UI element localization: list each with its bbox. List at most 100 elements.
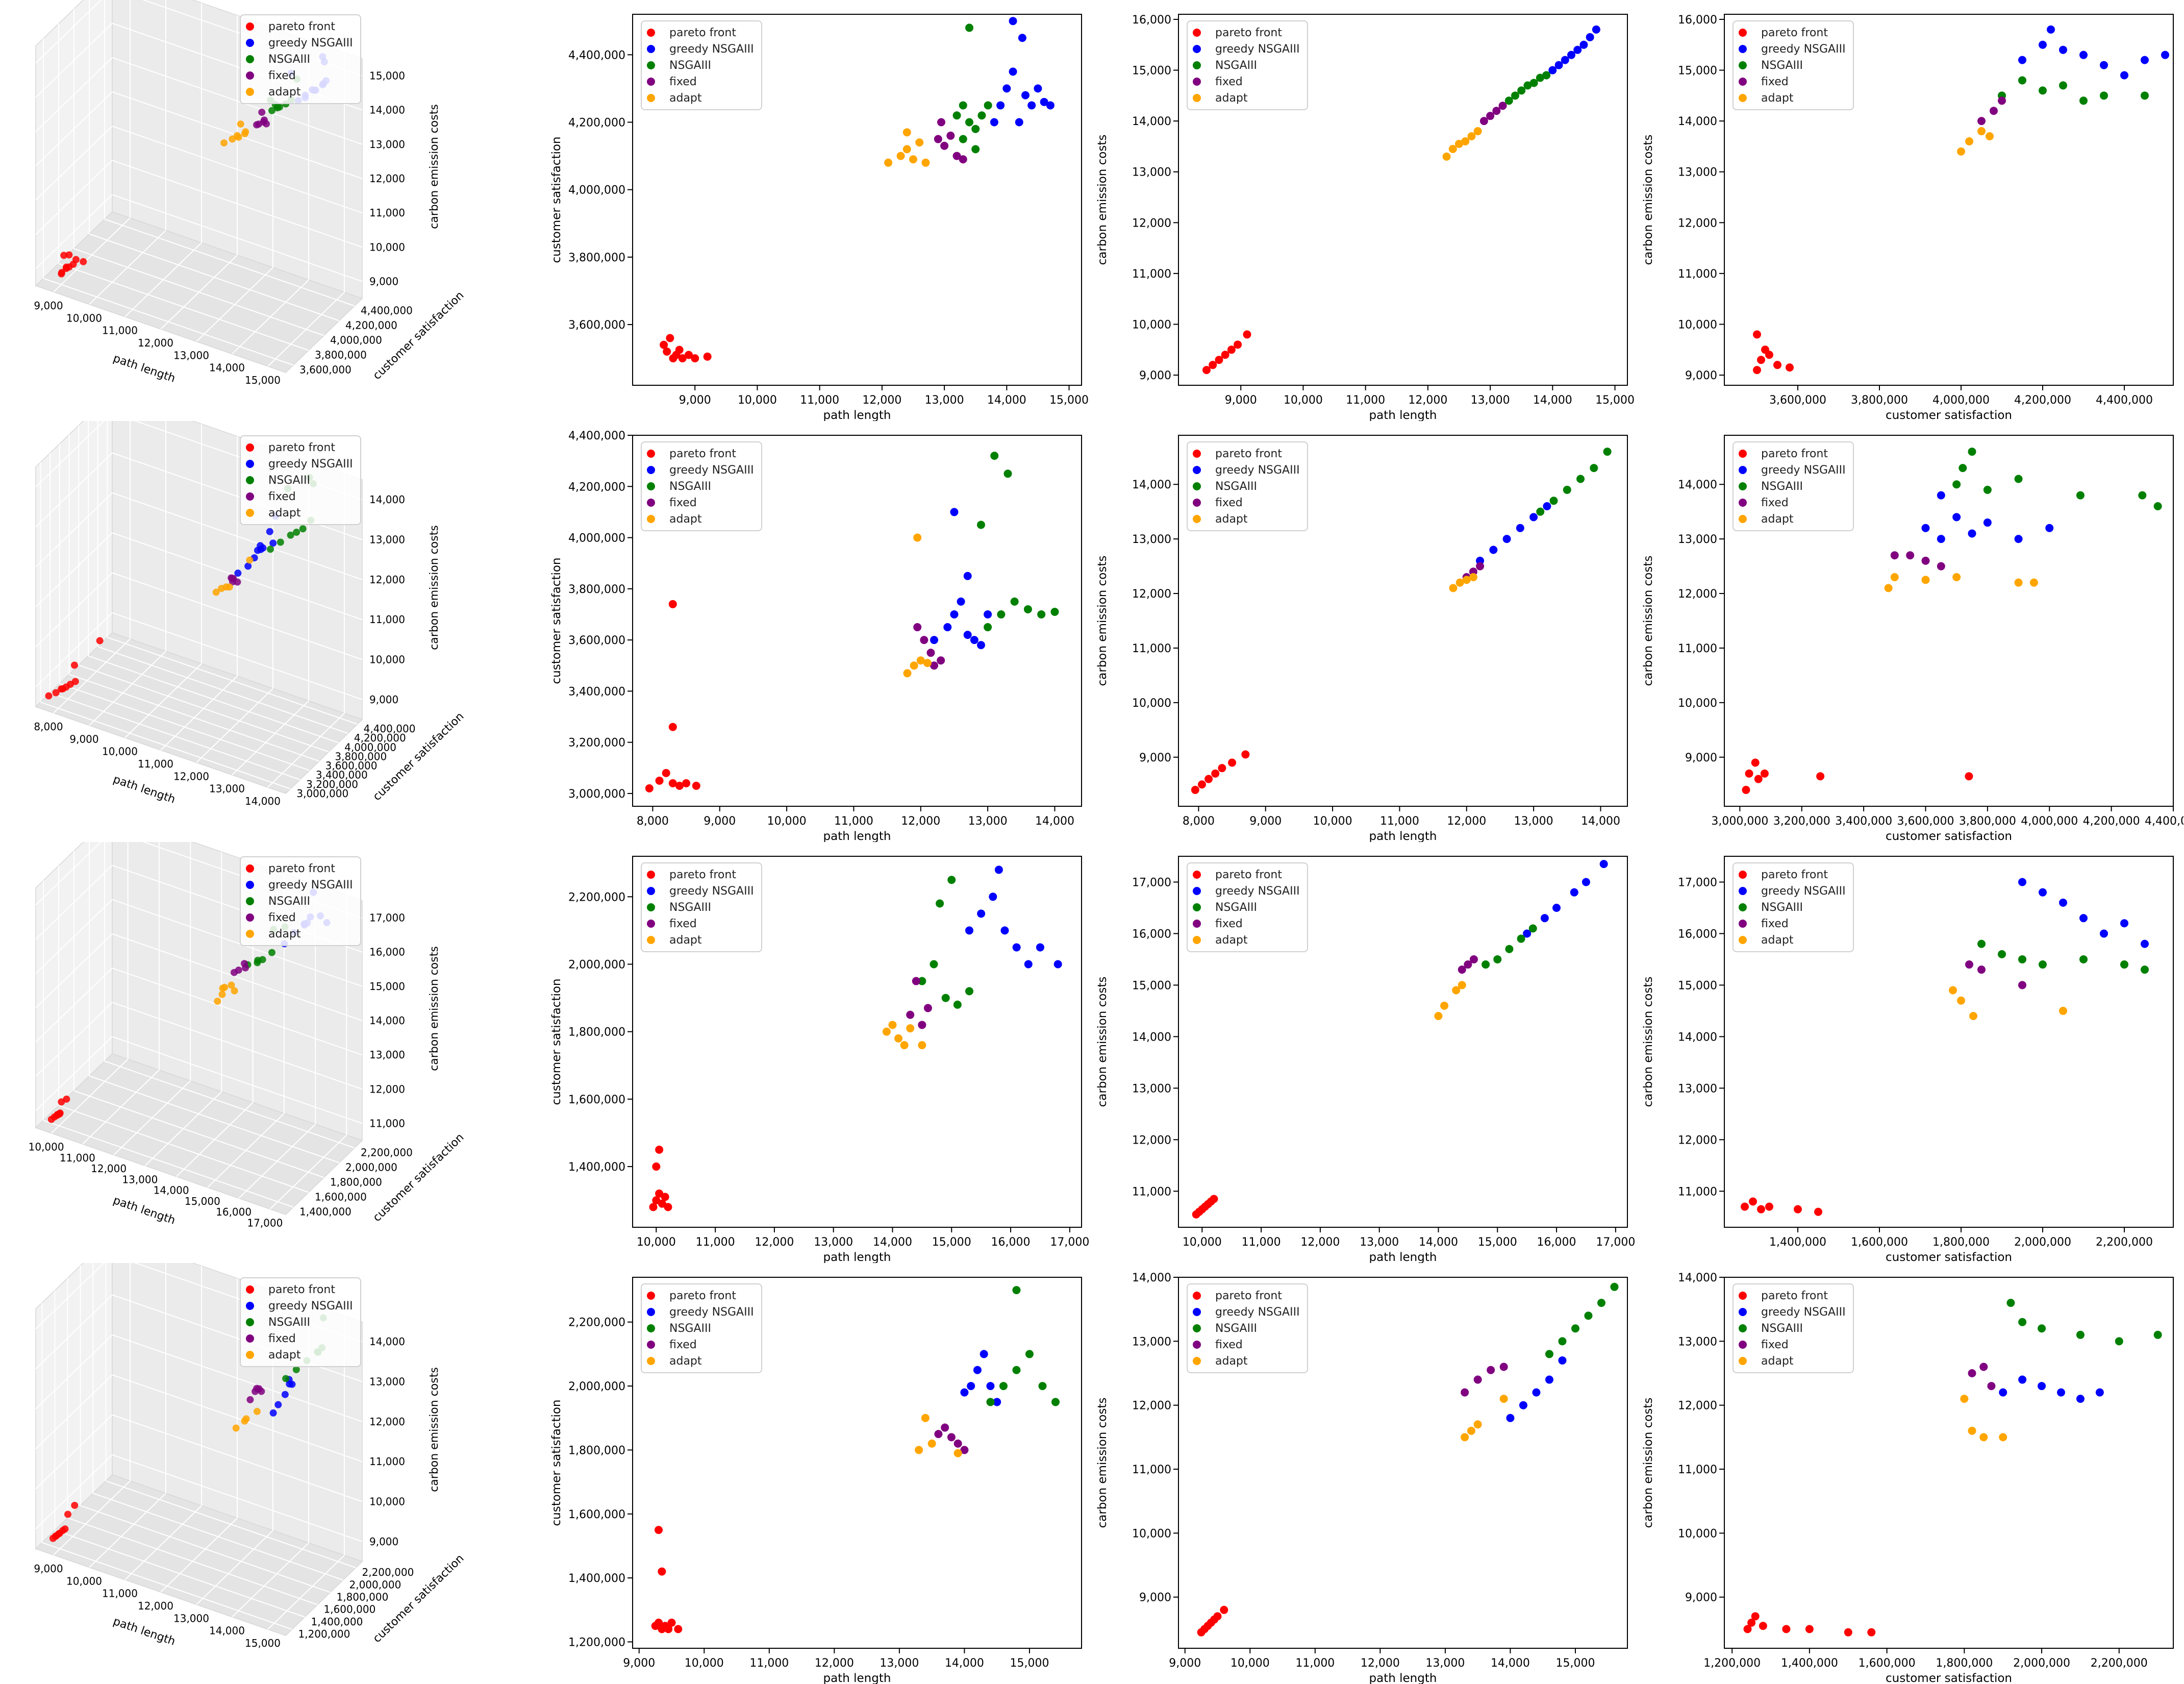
x-tick-label: 13,000	[122, 1173, 158, 1185]
scatter-plot-3d: 10,00011,00012,00013,00014,00015,00016,0…	[29, 842, 466, 1229]
legend-item: pareto front	[1193, 24, 1300, 41]
data-point	[920, 636, 928, 645]
data-point	[1464, 960, 1472, 969]
legend-item: greedy NSGAIII	[1739, 1304, 1846, 1320]
y-tick-label: 16,000	[1132, 14, 1171, 27]
data-point	[1586, 33, 1594, 41]
x-tick-label: 13,000	[173, 349, 209, 361]
y-tick-label: 4,200,000	[345, 319, 397, 332]
data-point	[254, 959, 261, 967]
data-point	[655, 1526, 663, 1534]
data-point	[293, 528, 300, 536]
data-point	[977, 111, 986, 120]
data-point	[703, 352, 712, 361]
data-point	[1968, 1426, 1976, 1435]
y-tick-label: 11,000	[1678, 642, 1717, 655]
data-point	[1906, 551, 1915, 560]
y-axis-label: customer satisfaction	[370, 289, 466, 382]
y-tick-label: 10,000	[1678, 1527, 1717, 1540]
x-tick-label: 3,600,000	[1897, 815, 1954, 828]
chart-panel-xy: 8,000 9,000 10,000 11,000 12,000 13,000 14,000…	[546, 421, 1092, 842]
grid-line	[35, 1294, 113, 1370]
legend-marker	[1193, 482, 1201, 490]
data-point	[45, 692, 53, 700]
chart-panel-3d: 9,000 10,000 11,000 12,000 13,000 14,000 15,00…	[0, 1263, 546, 1684]
data-point	[287, 531, 294, 539]
legend-label: greedy NSGAIII	[1761, 42, 1846, 56]
z-tick-label: 13,000	[369, 534, 405, 546]
data-point	[664, 1203, 672, 1211]
legend-marker	[647, 61, 655, 69]
data-point	[937, 656, 945, 665]
grid-line	[35, 1263, 105, 1329]
y-tick-label: 11,000	[1132, 1185, 1171, 1198]
legend-item: fixed	[246, 67, 353, 84]
x-tick-label: 11,000	[834, 815, 873, 828]
legend-marker	[1739, 466, 1747, 474]
x-tick-label: 1,400,000	[1769, 1236, 1826, 1249]
data-point	[80, 258, 87, 265]
grid-line	[267, 713, 345, 788]
z-tick-label: 11,000	[369, 1117, 405, 1129]
x-tick-label: 15,000	[185, 1195, 220, 1207]
data-point	[1753, 366, 1761, 375]
x-tick-label: 16,000	[991, 1236, 1031, 1249]
data-point	[984, 101, 992, 110]
y-tick-label: 2,000,000	[568, 958, 625, 971]
data-point	[63, 1095, 70, 1103]
x-tick-label: 9,000	[704, 815, 736, 828]
legend-marker	[1193, 920, 1201, 928]
legend-item: adapt	[1739, 1353, 1846, 1369]
data-point	[957, 597, 965, 606]
grid-line	[35, 532, 113, 607]
data-point	[977, 909, 986, 918]
legend-item: fixed	[647, 494, 754, 511]
x-tick-label: 2,000,000	[2014, 1236, 2071, 1249]
scatter-plot: 1,200,000 1,400,000 1,600,000 1,800,000 2,00…	[1642, 1272, 2174, 1684]
y-tick-label: 13,000	[1678, 533, 1717, 546]
legend-marker	[1739, 1308, 1747, 1316]
y-tick-label: 4,000,000	[568, 184, 625, 197]
data-point	[915, 138, 924, 147]
z-axis-label: carbon emission costs	[428, 525, 441, 650]
data-point	[1467, 132, 1476, 141]
legend-label: adapt	[1215, 1354, 1248, 1368]
data-point	[990, 452, 999, 460]
data-point	[655, 1189, 664, 1198]
data-point	[246, 1396, 254, 1403]
data-point	[1968, 1369, 1976, 1378]
legend-marker	[1739, 1292, 1747, 1300]
grid-line	[35, 1002, 113, 1077]
data-point	[882, 1027, 891, 1036]
legend-marker	[1193, 1357, 1201, 1365]
legend-label: adapt	[1215, 933, 1248, 947]
data-point	[658, 1199, 666, 1208]
x-tick-label: 14,000	[987, 394, 1026, 407]
x-tick-label: 10,000	[1183, 1236, 1222, 1249]
y-tick-label: 11,000	[1132, 268, 1171, 281]
y-tick-label: 11,000	[1678, 268, 1717, 281]
data-point	[1952, 573, 1961, 581]
legend-marker	[246, 88, 254, 96]
data-point	[1545, 1350, 1553, 1358]
x-tick-label: 1,600,000	[1859, 1657, 1916, 1670]
data-point	[678, 354, 687, 363]
data-point	[971, 145, 980, 154]
x-tick-label: 9,000	[69, 733, 98, 745]
data-point	[1937, 535, 1945, 543]
x-axis-label: path length	[823, 409, 891, 421]
x-tick-label: 10,000	[1284, 394, 1323, 407]
data-point	[1486, 112, 1495, 120]
data-point	[1844, 1628, 1852, 1637]
x-tick-label: 2,200,000	[2096, 1236, 2153, 1249]
y-tick-label: 13,000	[1132, 1335, 1171, 1348]
scatter-plot: 3,000,000 3,200,000 3,400,000 3,600,000 3,80…	[1642, 435, 2183, 842]
x-tick-label: 13,000	[173, 1612, 209, 1624]
data-point	[234, 578, 241, 586]
data-point	[1979, 1433, 1988, 1442]
grid-line	[232, 700, 309, 776]
y-tick-label: 14,000	[1678, 115, 1717, 128]
legend-marker	[647, 936, 655, 944]
grid-line	[42, 1542, 292, 1630]
